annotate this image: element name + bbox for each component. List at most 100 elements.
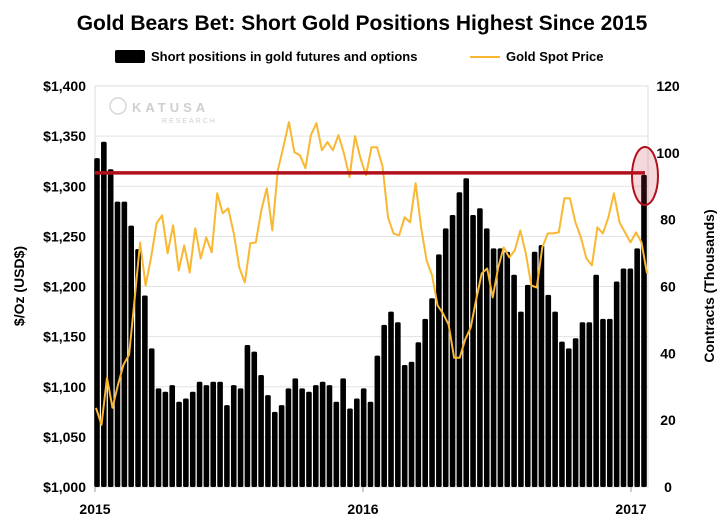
bar: [634, 248, 640, 487]
left-tick-label: $1,250: [43, 228, 86, 244]
bar: [210, 381, 217, 487]
bar: [237, 388, 244, 487]
left-tick-label: $1,100: [43, 379, 86, 395]
bar: [333, 401, 340, 487]
bar: [586, 322, 593, 487]
bar: [292, 378, 299, 487]
bar: [408, 361, 415, 487]
bar: [224, 405, 230, 487]
bar: [107, 169, 114, 487]
bar: [340, 378, 346, 487]
bar-series: [94, 141, 647, 488]
bar: [265, 395, 271, 487]
bar: [422, 318, 428, 487]
bar: [531, 251, 538, 487]
legend: Short positions in gold futures and opti…: [115, 49, 604, 64]
left-tick-label: $1,050: [43, 429, 86, 445]
bar: [374, 355, 381, 487]
bar: [135, 249, 141, 487]
bar: [463, 178, 470, 488]
left-tick-label: $1,400: [43, 78, 86, 94]
bar: [155, 388, 162, 487]
bar: [169, 385, 176, 487]
gold-price-line: [95, 121, 648, 426]
bar: [600, 318, 606, 487]
right-tick-label: 100: [656, 145, 680, 161]
left-axis-title: $/Oz (USD$): [11, 246, 27, 326]
bar: [313, 385, 319, 487]
bar: [559, 341, 565, 487]
x-tick-label: 2016: [347, 501, 378, 517]
right-tick-label: 120: [656, 78, 680, 94]
bar: [217, 381, 223, 487]
bar: [456, 192, 463, 487]
highlight-circle: [631, 146, 659, 206]
right-tick-label: 40: [660, 345, 676, 361]
legend-label-line: Gold Spot Price: [506, 49, 604, 64]
bar: [196, 381, 203, 487]
bar: [613, 281, 620, 487]
bar: [497, 248, 504, 487]
bar: [176, 401, 182, 487]
bar: [347, 408, 353, 487]
bar: [641, 174, 647, 487]
right-tick-label: 20: [660, 412, 676, 428]
bar: [128, 225, 134, 487]
bar: [627, 268, 634, 487]
bar: [524, 284, 531, 487]
right-tick-label: 0: [664, 479, 672, 495]
bar: [545, 294, 552, 487]
legend-label-bars: Short positions in gold futures and opti…: [151, 49, 417, 64]
bar: [299, 388, 305, 487]
bar: [203, 385, 210, 487]
bar: [388, 311, 394, 487]
bar: [94, 158, 100, 487]
bar: [285, 388, 292, 487]
bar: [607, 318, 613, 487]
bar: [565, 348, 572, 487]
bar: [258, 375, 264, 487]
x-tick-label: 2015: [79, 501, 110, 517]
left-tick-label: $1,000: [43, 479, 86, 495]
bar: [189, 391, 196, 487]
bar: [572, 338, 579, 487]
bar: [271, 411, 278, 487]
left-tick-label: $1,200: [43, 279, 86, 295]
bar: [442, 228, 449, 488]
watermark-text: KATUSA: [132, 100, 209, 115]
bar: [415, 342, 422, 487]
right-tick-label: 80: [660, 212, 676, 228]
bar: [490, 248, 497, 487]
bar: [360, 388, 367, 487]
bar: [319, 381, 326, 487]
bar: [593, 274, 599, 487]
left-tick-label: $1,150: [43, 329, 86, 345]
bar: [148, 348, 155, 487]
bar: [354, 398, 360, 487]
left-axis-ticks: $1,000 $1,050 $1,100 $1,150 $1,200 $1,250 $1,3…: [43, 78, 86, 495]
bar: [511, 274, 517, 487]
bar: [114, 201, 121, 487]
right-tick-label: 60: [660, 279, 676, 295]
bar: [395, 322, 401, 487]
bar: [538, 245, 545, 487]
right-axis-ticks: 0 20 40 60 80 100 120: [656, 78, 680, 495]
bar: [101, 141, 107, 487]
bar: [429, 298, 435, 487]
bar: [183, 398, 189, 487]
watermark-subtext: RESEARCH: [162, 118, 217, 125]
bar: [278, 405, 285, 487]
bar: [518, 311, 524, 487]
bar: [579, 322, 586, 487]
bar: [251, 351, 258, 487]
left-tick-label: $1,350: [43, 128, 86, 144]
left-tick-label: $1,300: [43, 178, 86, 194]
chart-title: Gold Bears Bet: Short Gold Positions Hig…: [77, 12, 648, 35]
bar: [244, 344, 251, 487]
bar: [552, 311, 558, 487]
x-axis-ticks: 2015 2016 2017: [79, 487, 647, 517]
bar: [477, 208, 483, 487]
watermark: KATUSA RESEARCH: [109, 97, 217, 125]
bar: [381, 324, 387, 487]
bar: [470, 214, 476, 487]
